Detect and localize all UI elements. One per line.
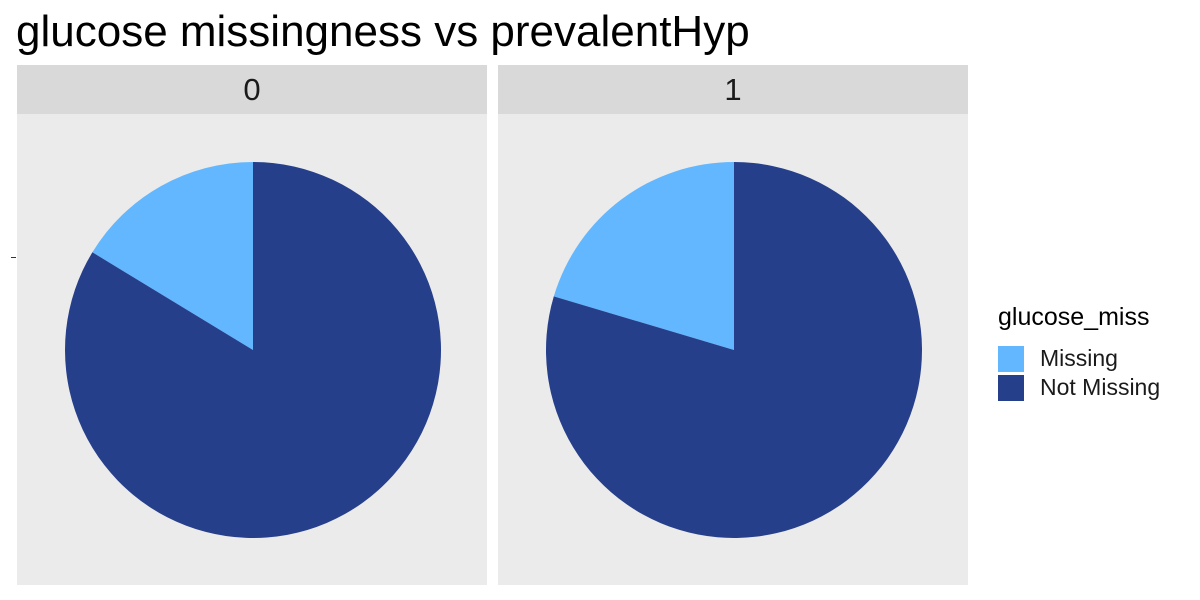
pie-slice-not-missing-1 (546, 162, 922, 538)
legend-label-not-missing: Not Missing (1040, 374, 1161, 400)
legend-swatch-missing (998, 345, 1024, 372)
legend-label-missing: Missing (1040, 345, 1118, 371)
legend-item-not-missing: Not Missing (998, 373, 1160, 402)
pie-chart-0 (64, 162, 441, 538)
legend-title: glucose_miss (998, 303, 1150, 331)
facet-panel-0: 0 (17, 65, 487, 585)
legend: glucose_miss Missing Not Missing (998, 302, 1160, 402)
facet-plot-area-0 (17, 114, 487, 585)
pie-slice-not-missing-0 (64, 162, 441, 538)
facet-strip-label-1: 1 (498, 65, 968, 114)
facet-plot-area-1 (498, 114, 968, 585)
pie-slice-missing-0 (92, 162, 253, 350)
legend-item-missing: Missing (998, 344, 1160, 373)
chart-title: glucose missingness vs prevalentHyp (16, 7, 750, 56)
facet-strip-label-0: 0 (17, 65, 487, 114)
y-axis-tick (11, 257, 16, 258)
legend-swatch-not-missing (998, 374, 1024, 401)
pie-slice-missing-1 (553, 162, 734, 350)
pie-chart-1 (546, 162, 922, 538)
facet-panel-1: 1 (498, 65, 968, 585)
